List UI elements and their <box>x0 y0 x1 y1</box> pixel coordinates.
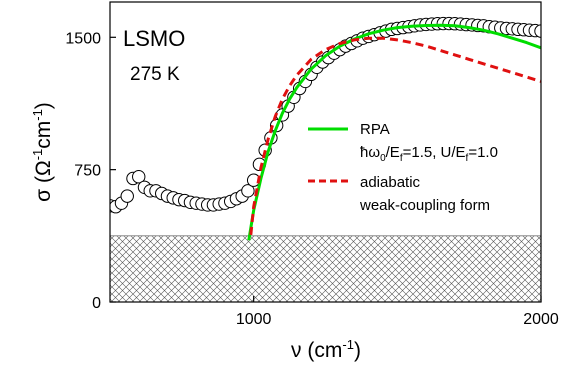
y-axis-symbol: σ <box>32 189 55 202</box>
y-axis-close-paren: ) <box>32 102 55 109</box>
legend-rpa-sub-f1: f <box>400 153 403 164</box>
legend-adiabatic-label: adiabatic <box>360 174 421 191</box>
x-axis-unit-cm: cm <box>314 339 342 362</box>
legend-rpa-sub-0: 0 <box>380 153 386 164</box>
legend-rpa-value2: =1.0 <box>468 144 498 161</box>
y-axis-open-paren: ( <box>32 176 55 183</box>
legend-rpa-value1: =1.5, U/E <box>403 144 466 161</box>
y-axis-unit-cm-exp: -1 <box>30 109 45 121</box>
legend-rpa-params: ħω0/Ef=1.5, U/Ef=1.0 <box>360 144 498 164</box>
y-axis-unit-ohm-exp: -1 <box>30 149 45 161</box>
x-axis-label: ν (cm-1) <box>291 337 361 362</box>
legend-rpa-hbar-omega: ħω <box>360 144 380 161</box>
data-point-circle <box>132 170 146 184</box>
plot-frame <box>109 1 542 303</box>
x-tick-label: 2000 <box>523 311 559 328</box>
y-tick-label: 0 <box>92 295 101 312</box>
y-tick-label: 1500 <box>65 30 101 47</box>
y-axis-unit-cm: cm <box>32 121 55 149</box>
data-point-circle <box>120 189 134 203</box>
material-annotation: LSMO <box>123 26 185 51</box>
x-axis-open-paren: ( <box>307 339 314 362</box>
data-point-circle <box>241 184 255 198</box>
legend-rpa-label: RPA <box>360 121 390 138</box>
y-axis-unit-ohm: Ω <box>32 160 55 176</box>
legend: RPA ħω0/Ef=1.5, U/Ef=1.0 adiabatic weak-… <box>308 121 498 214</box>
x-tick-label: 1000 <box>236 311 272 328</box>
hatched-background-region <box>110 235 541 302</box>
temperature-annotation: 275 K <box>130 64 180 85</box>
adiabatic-dashed-line <box>249 36 541 236</box>
axis-ticks: 0 750 1500 1000 2000 <box>65 30 558 328</box>
y-axis-label: σ (Ω-1cm-1) <box>30 102 55 202</box>
x-axis-close-paren: ) <box>354 339 361 362</box>
x-axis-unit-exp: -1 <box>342 337 354 352</box>
series-layer <box>110 16 541 241</box>
y-tick-label: 750 <box>74 163 101 180</box>
legend-rpa-sub-f2: f <box>466 153 469 164</box>
legend-rpa-over-e: /E <box>386 144 400 161</box>
legend-adiabatic-label-line2: weak-coupling form <box>359 197 490 214</box>
rpa-solid-line <box>247 23 541 241</box>
x-axis-symbol: ν <box>291 339 302 362</box>
